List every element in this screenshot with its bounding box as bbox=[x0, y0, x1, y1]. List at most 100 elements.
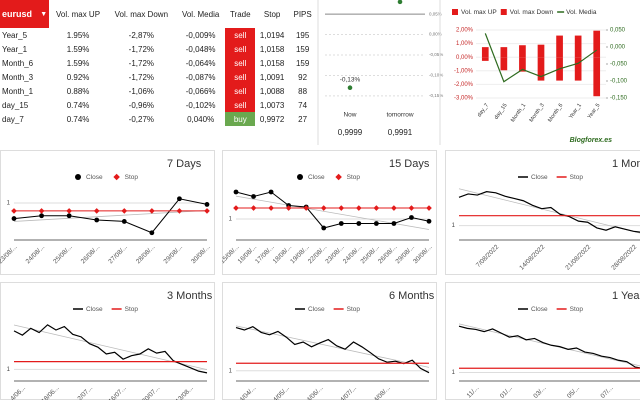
price-label: 0,9999 bbox=[338, 128, 363, 137]
legend-swatch bbox=[500, 9, 507, 15]
table-cell: Year_5 bbox=[2, 30, 28, 40]
bar bbox=[519, 57, 526, 72]
legend-label: Stop bbox=[125, 174, 139, 181]
table-cell: -1,72% bbox=[128, 44, 155, 54]
table-cell: 1,0091 bbox=[259, 72, 285, 82]
close-line bbox=[235, 325, 430, 374]
table-cell: 1,0073 bbox=[259, 100, 285, 110]
legend-label: Close bbox=[308, 306, 325, 313]
dropdown-arrow: ▼ bbox=[40, 10, 48, 18]
column-header: Vol. max UP bbox=[49, 0, 107, 28]
trade-cell: sell bbox=[225, 28, 256, 42]
column-header: Trade bbox=[225, 0, 255, 28]
table-cell: -1,72% bbox=[128, 58, 155, 68]
table-cell: 0.74% bbox=[66, 114, 90, 124]
stop-marker bbox=[391, 205, 397, 211]
y-tick-label: 1 bbox=[7, 201, 11, 207]
table-header: eurusd ▼ Vol. max UP Vol. max Down Vol. Medi… bbox=[0, 0, 316, 28]
trade-cell: sell bbox=[225, 98, 256, 112]
line-chart-panel: 1 Month 1 7/08/2022 14/08/2022 21/08/2022 28/… bbox=[445, 150, 640, 275]
x-tick-label: 07/... bbox=[599, 385, 614, 400]
table-cell: Month_3 bbox=[2, 72, 34, 82]
chart-title: 1 Month bbox=[612, 158, 640, 170]
stop-marker bbox=[373, 205, 380, 211]
table-cell: 1.59% bbox=[66, 58, 90, 68]
table-cell: 92 bbox=[298, 72, 308, 82]
close-marker bbox=[391, 221, 397, 226]
x-tick-label: day_15 bbox=[493, 103, 508, 121]
stop-marker bbox=[11, 208, 17, 214]
close-marker bbox=[356, 221, 362, 226]
y-tick-label: 1 bbox=[452, 370, 456, 376]
header-text: Stop bbox=[263, 9, 281, 19]
stop-marker bbox=[338, 205, 345, 211]
table-cell: -1,06% bbox=[128, 86, 155, 96]
y-tick-label: 1,00% bbox=[456, 41, 474, 47]
x-tick-label: 05/... bbox=[566, 385, 581, 400]
table-cell: 0,9972 bbox=[259, 114, 285, 124]
y2-tick-label: -0,100 bbox=[610, 79, 628, 85]
point bbox=[347, 85, 353, 91]
table-row: Year_5 1.95% -2,87% -0,009% sell 1,0194 195 bbox=[0, 28, 316, 42]
x-tick-label: 4/08/... bbox=[373, 385, 392, 400]
stop-marker bbox=[250, 205, 257, 211]
line-chart-panel: 3 Months 1 4/06... 18/06... 2/07... 16/07... 3… bbox=[0, 282, 215, 400]
legend-label: Close bbox=[531, 174, 548, 181]
table-cell: 159 bbox=[295, 44, 310, 54]
x-tick-label: 26/08/... bbox=[80, 244, 102, 266]
x-tick-label: 13/08... bbox=[175, 385, 195, 400]
symbol-selector[interactable]: eurusd ▼ bbox=[0, 0, 50, 28]
trade-cell: sell bbox=[225, 56, 256, 70]
x-tick-label: 4/07/... bbox=[339, 385, 358, 400]
stop-marker bbox=[233, 205, 239, 211]
table-cell: 1.95% bbox=[66, 30, 90, 40]
stop-marker bbox=[426, 205, 432, 211]
line-chart-panel: 15 Days115/08/...16/08/...17/08/...18/08… bbox=[222, 150, 437, 275]
close-marker bbox=[409, 215, 414, 220]
media-line bbox=[484, 33, 598, 83]
stop-marker bbox=[121, 208, 128, 214]
x-tick-label: Month_6 bbox=[547, 103, 564, 124]
bar bbox=[481, 47, 489, 58]
x-tick-label: 30/08/... bbox=[190, 244, 212, 266]
x-tick-label: 16/07... bbox=[107, 385, 127, 400]
trend-line bbox=[13, 210, 208, 222]
table-row: Month_3 0.92% -1,72% -0,087% sell 1,0091 92 bbox=[0, 70, 316, 84]
close-marker bbox=[149, 230, 155, 236]
close-marker bbox=[338, 221, 344, 226]
table-cell: -2,87% bbox=[128, 30, 155, 40]
stop-marker bbox=[176, 208, 183, 214]
y-tick-label: -0,15% bbox=[429, 93, 443, 98]
table-body: Year_5 1.95% -2,87% -0,009% sell 1,0194 195 Yea… bbox=[0, 28, 316, 126]
chart-title: 7 Days bbox=[167, 158, 202, 170]
line-chart-panel: 7 Days 1 23/08/... 24/08/... 25/08/... 26/08/… bbox=[0, 150, 215, 275]
chart-title: 1 Year bbox=[612, 290, 640, 302]
legend-label: Close bbox=[86, 174, 103, 181]
y-tick-label: -0,10% bbox=[429, 73, 443, 78]
x-tick-label: Year_5 bbox=[587, 103, 602, 121]
y-tick-label: 0,00% bbox=[456, 55, 474, 61]
header-text: Trade bbox=[229, 9, 251, 19]
bar bbox=[537, 57, 545, 81]
legend-label: Vol. max Down bbox=[510, 9, 554, 16]
x-tick-label: 4/04/... bbox=[238, 385, 257, 400]
value-label: -0,13% bbox=[340, 76, 361, 83]
close-marker bbox=[321, 225, 327, 231]
bar bbox=[574, 35, 582, 58]
table-cell: Year_1 bbox=[2, 44, 28, 54]
x-tick-label: 2/07... bbox=[76, 385, 94, 400]
x-tick-label: 21/08/2022 bbox=[564, 243, 592, 271]
x-tick-label: day_7 bbox=[477, 103, 491, 119]
y-tick-label: 0,00% bbox=[429, 32, 442, 37]
y-tick-label: -3,00% bbox=[454, 96, 474, 102]
close-marker bbox=[121, 219, 127, 224]
legend-label: Stop bbox=[570, 174, 584, 181]
x-tick-label: 01/... bbox=[499, 385, 514, 400]
x-tick-label: 24/08/... bbox=[25, 244, 47, 266]
close-line bbox=[458, 325, 640, 369]
panel-border bbox=[222, 150, 437, 275]
y2-tick-label: -0,150 bbox=[610, 96, 628, 102]
table-cell: 1,0158 bbox=[259, 58, 285, 68]
table-cell: -0,048% bbox=[185, 44, 216, 54]
